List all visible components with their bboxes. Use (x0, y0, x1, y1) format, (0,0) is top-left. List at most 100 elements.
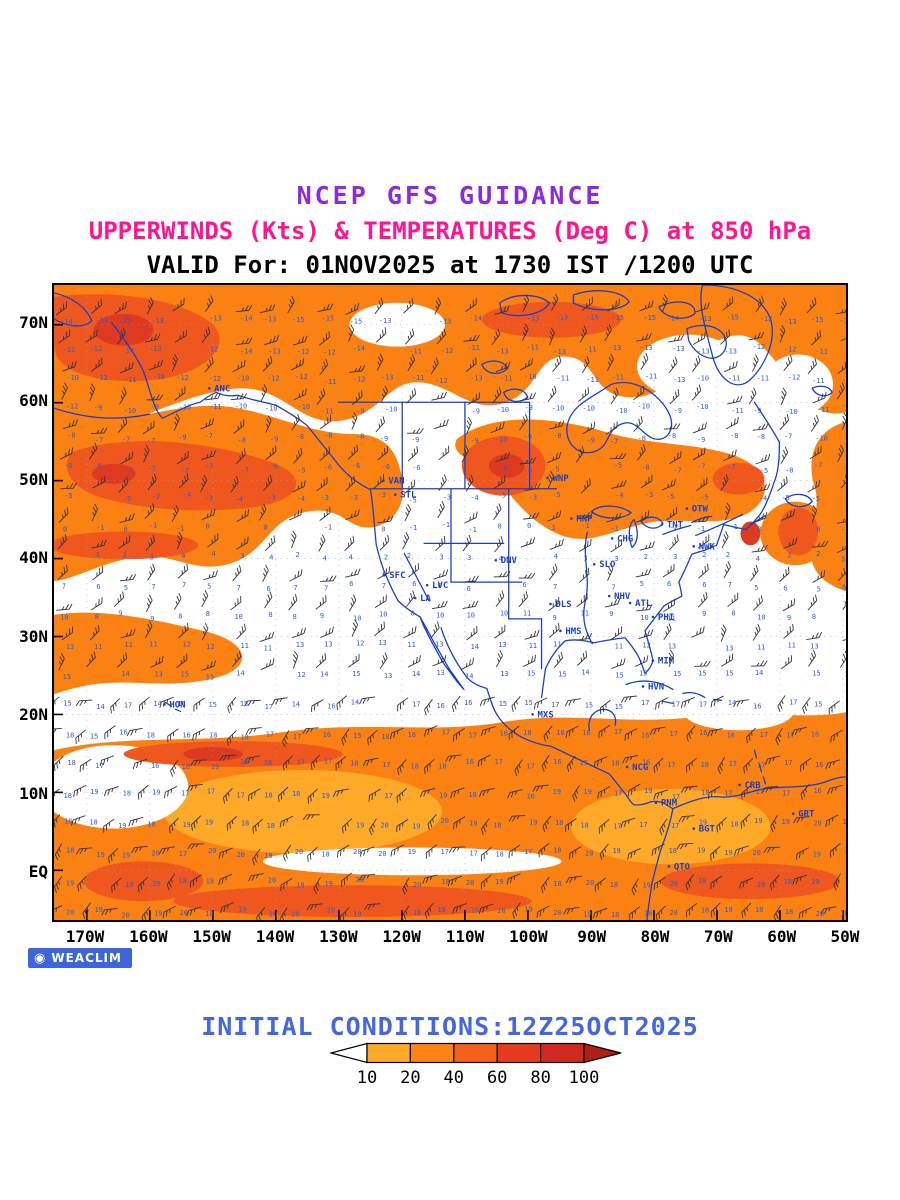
svg-text:18: 18 (730, 821, 738, 829)
svg-text:-12: -12 (206, 346, 219, 354)
svg-text:-9: -9 (524, 433, 532, 441)
svg-text:14: 14 (581, 668, 589, 676)
svg-text:6: 6 (523, 581, 527, 589)
svg-text:-7: -7 (727, 464, 735, 472)
svg-text:11: 11 (149, 641, 157, 649)
svg-text:-8: -8 (757, 433, 765, 441)
svg-text:-9: -9 (411, 436, 419, 444)
station-label: QTO (674, 862, 690, 872)
svg-text:-13: -13 (268, 348, 281, 356)
frame-ticks (54, 323, 844, 920)
svg-text:-15: -15 (726, 313, 739, 321)
svg-text:-3: -3 (205, 495, 213, 503)
svg-text:-10: -10 (841, 402, 846, 410)
svg-text:7: 7 (382, 582, 386, 590)
svg-text:15: 15 (615, 671, 623, 679)
svg-text:20: 20 (816, 910, 824, 918)
svg-text:-13: -13 (379, 317, 392, 325)
svg-text:-13: -13 (381, 374, 394, 382)
svg-text:13: 13 (725, 645, 733, 653)
station-label: VAN (388, 477, 404, 487)
svg-text:16: 16 (641, 732, 649, 740)
svg-text:20: 20 (497, 907, 505, 915)
svg-text:17: 17 (297, 759, 305, 767)
svg-text:6: 6 (667, 580, 671, 588)
svg-text:20: 20 (291, 911, 299, 919)
svg-text:16: 16 (177, 700, 185, 708)
svg-text:-1: -1 (729, 523, 737, 531)
svg-text:-14: -14 (60, 318, 73, 326)
svg-text:3: 3 (95, 551, 99, 559)
svg-text:-6: -6 (324, 464, 332, 472)
colorbar-tick-label: 80 (530, 1068, 551, 1088)
lake-erie (662, 524, 692, 536)
svg-text:17: 17 (469, 731, 477, 739)
lon-label: 60W (767, 927, 797, 946)
svg-text:-11: -11 (817, 406, 830, 414)
svg-text:-5: -5 (781, 494, 789, 502)
graticule (54, 285, 846, 920)
station-dot (207, 387, 211, 390)
svg-text:10: 10 (234, 613, 242, 621)
svg-text:20: 20 (121, 911, 129, 919)
svg-text:9: 9 (150, 615, 154, 623)
svg-text:-11: -11 (731, 407, 744, 415)
svg-text:17: 17 (494, 758, 502, 766)
svg-text:10: 10 (60, 613, 68, 621)
svg-text:17: 17 (782, 789, 790, 797)
weaclim-logo: ◉ WEACLIM (28, 948, 132, 968)
svg-text:-10: -10 (153, 373, 166, 381)
station-dot (393, 493, 397, 496)
svg-text:-11: -11 (467, 344, 480, 352)
svg-text:-13: -13 (724, 347, 737, 355)
svg-text:17: 17 (551, 701, 559, 709)
svg-text:-11: -11 (526, 344, 539, 352)
colorbar-tick-label: 40 (443, 1068, 465, 1088)
svg-text:19: 19 (296, 881, 304, 889)
station-label: NCG (632, 763, 648, 773)
svg-text:-10: -10 (235, 403, 248, 411)
station-dot (667, 865, 671, 868)
svg-text:-9: -9 (525, 404, 533, 412)
svg-text:18: 18 (267, 822, 275, 830)
svg-text:-10: -10 (524, 373, 537, 381)
svg-text:20: 20 (466, 879, 474, 887)
svg-text:18: 18 (523, 729, 531, 737)
svg-text:15: 15 (639, 669, 647, 677)
svg-text:20: 20 (380, 822, 388, 830)
svg-text:0: 0 (206, 523, 210, 531)
svg-text:14: 14 (236, 670, 244, 678)
svg-text:16: 16 (436, 702, 444, 710)
svg-text:7: 7 (611, 583, 615, 591)
svg-text:-11: -11 (324, 378, 337, 386)
svg-text:13: 13 (668, 643, 676, 651)
svg-text:9: 9 (609, 610, 613, 618)
svg-text:-8: -8 (668, 432, 676, 440)
svg-text:-12: -12 (753, 343, 766, 351)
lat-label: 50N (19, 469, 48, 489)
svg-text:-7: -7 (610, 437, 618, 445)
svg-text:11: 11 (264, 645, 272, 653)
svg-text:3: 3 (150, 554, 154, 562)
svg-text:16: 16 (119, 729, 127, 737)
svg-text:19: 19 (152, 788, 160, 796)
station-dot (791, 812, 795, 815)
station-dot (425, 583, 429, 587)
svg-text:17: 17 (179, 850, 187, 858)
svg-text:11: 11 (581, 610, 589, 618)
svg-text:17: 17 (265, 703, 273, 711)
coast-chukotka (54, 292, 93, 327)
svg-text:17: 17 (786, 731, 794, 739)
svg-text:-5: -5 (614, 462, 622, 470)
svg-text:-1: -1 (468, 526, 476, 534)
svg-text:14: 14 (465, 673, 473, 681)
svg-text:-14: -14 (240, 315, 253, 323)
wind-barbs (54, 293, 846, 920)
svg-text:11: 11 (757, 643, 765, 651)
svg-text:19: 19 (644, 787, 652, 795)
svg-text:-9: -9 (753, 407, 761, 415)
svg-text:-12: -12 (323, 348, 336, 356)
svg-text:15: 15 (240, 700, 248, 708)
svg-text:6: 6 (349, 580, 353, 588)
svg-text:0: 0 (527, 522, 531, 530)
